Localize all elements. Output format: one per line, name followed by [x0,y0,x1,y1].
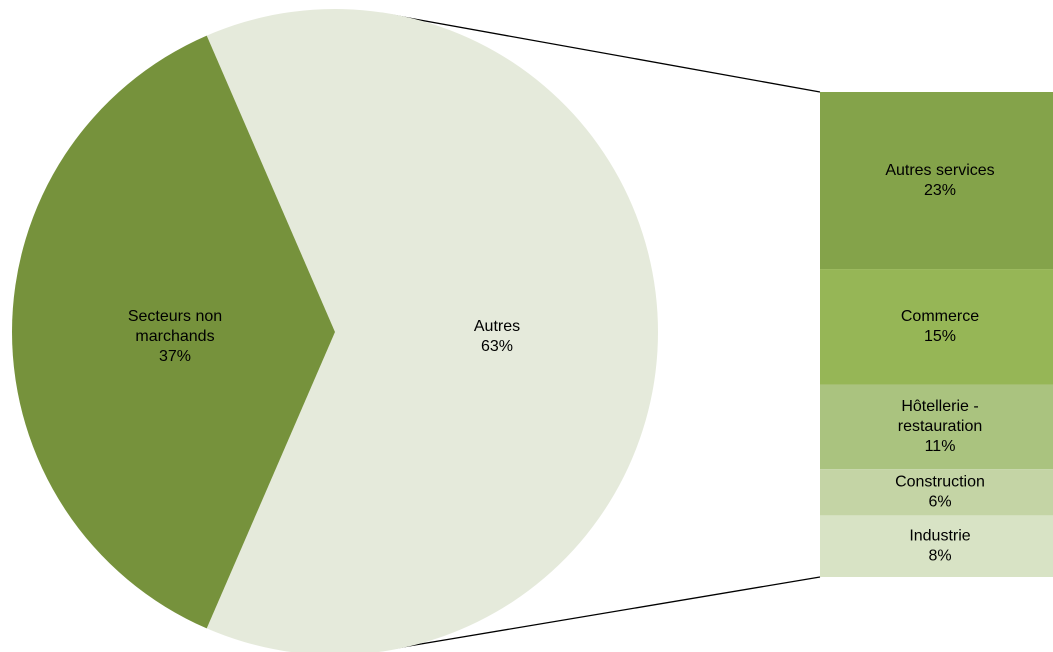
bar-segment-construction [820,469,1053,516]
pie-slice-secteurs-non-marchands-label-line: Secteurs non [128,308,222,325]
pie-slice-autres [206,9,658,652]
connector-lines [384,14,821,651]
pie-slice-secteurs-non-marchands [11,35,335,629]
bar-segment-hotellerie-restauration-label-line: restauration [898,418,983,435]
bar-segment-autres-services [820,92,1053,270]
pie-slice-secteurs-non-marchands-label-line: 37% [159,348,191,365]
connector-line-top [391,14,821,93]
bar-segment-industrie-label-line: Industrie [909,527,970,544]
pie [11,9,658,652]
bar-segment-autres-services-label-line: 23% [924,182,956,199]
pie-slice-autres-label-line: 63% [481,338,513,355]
bar-segment-hotellerie-restauration-label-line: Hôtellerie - [901,398,978,415]
pie-slice-secteurs-non-marchands-label-line: marchands [135,328,214,345]
data-labels: Secteurs non marchands 37% Autres 63% Autres … [128,162,995,565]
bar-segment-industrie [820,515,1053,577]
bar-segment-hotellerie-restauration [820,384,1053,470]
bar-segment-commerce [820,269,1053,385]
bar-segment-hotellerie-restauration-label-line: 11% [925,438,956,455]
pie-slice-autres-label-line: Autres [474,318,520,335]
bar-segment-industrie-label-line: 8% [928,547,951,564]
bar-segment-commerce-label-line: Commerce [901,308,979,325]
bar-segment-construction-label-line: 6% [928,494,951,511]
stacked-bar [820,92,1053,577]
bar-segment-autres-services-label-line: Autres services [885,162,994,179]
bar-segment-construction-label-line: Construction [895,474,985,491]
bar-segment-commerce-label-line: 15% [924,328,956,345]
connector-line-bottom [384,576,821,651]
